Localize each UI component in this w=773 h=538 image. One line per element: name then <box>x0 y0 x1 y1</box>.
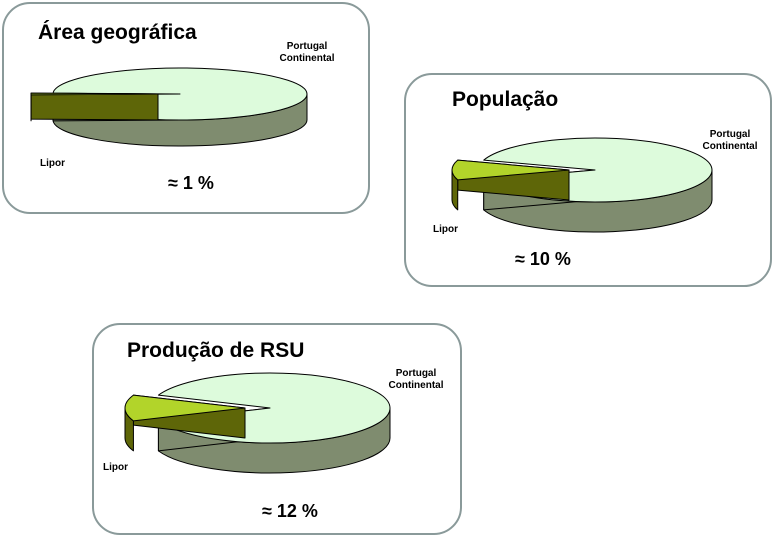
percentage-annotation: ≈ 10 % <box>515 249 571 269</box>
chart-title-rsu: Produção de RSU <box>127 339 305 362</box>
slice-label-lipor: Lipor <box>433 224 458 235</box>
slice-label-portugal: Portugal Continental <box>388 368 444 391</box>
chart-title-population: População <box>452 88 559 111</box>
percentage-annotation: ≈ 1 % <box>168 173 214 193</box>
slice-label-portugal: Portugal Continental <box>702 129 758 152</box>
pie-slice-lipor <box>30 92 159 122</box>
slice-label-lipor: Lipor <box>40 158 65 169</box>
slice-label-portugal: Portugal Continental <box>279 41 335 64</box>
slice-label-lipor: Lipor <box>103 462 128 473</box>
percentage-annotation: ≈ 12 % <box>262 501 318 521</box>
pie-slice-lipor <box>451 159 570 211</box>
chart-title-area: Área geográfica <box>38 21 197 44</box>
pie-slice-lipor <box>124 394 246 452</box>
